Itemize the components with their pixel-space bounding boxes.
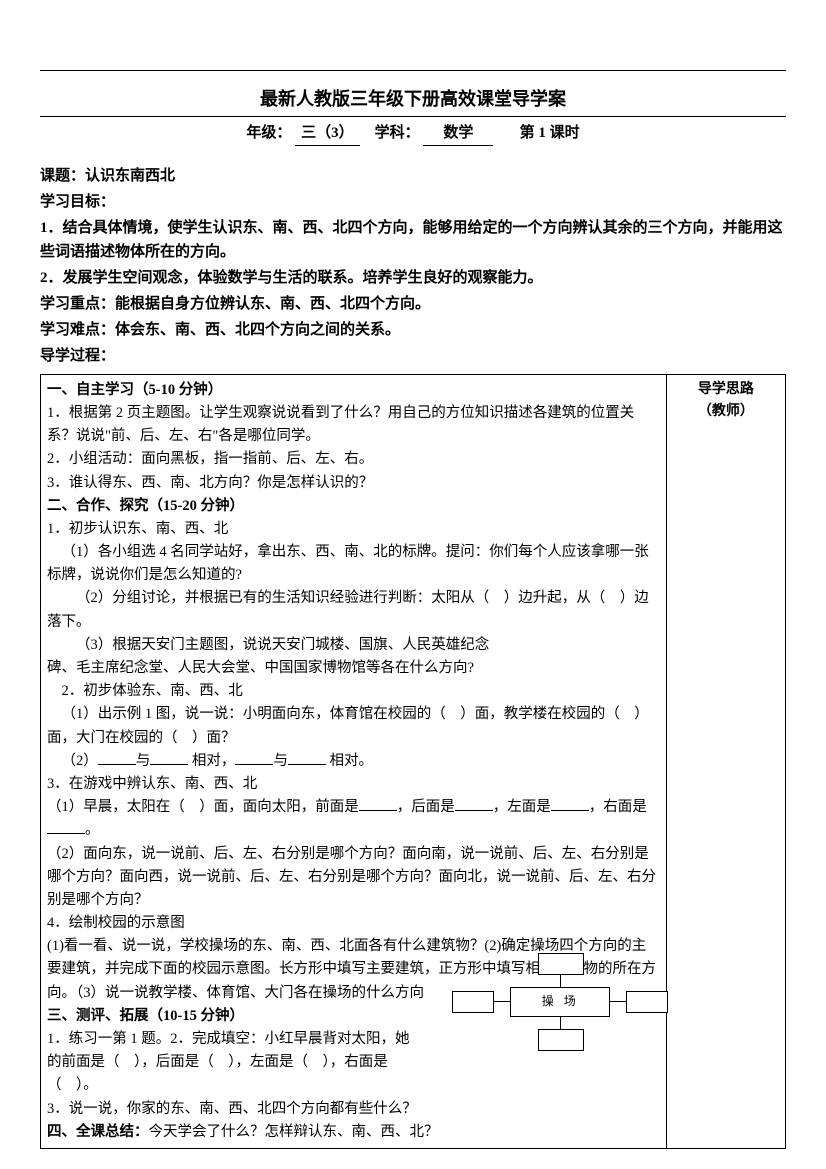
diagram-box-center: 操场 [510, 987, 610, 1017]
grade-value: 三（3） [295, 121, 360, 146]
s2-item-1: 1．初步认识东、南、西、北 [47, 518, 660, 541]
s2-item-3-1: （1）早晨，太阳在（ ）面，面向太阳，前面是 ，后面是 ，左面是 ，右面是。 [47, 796, 660, 842]
s2-2-2-a: （2） [62, 753, 98, 769]
s2-item-4: 4．绘制校园的示意图 [47, 912, 660, 935]
section-2-title: 二、合作、探究（15-20 分钟） [47, 498, 244, 514]
s2-2-2-b: 与 [136, 753, 151, 769]
goal-1: 1．结合具体情境，使学生认识东、南、西、北四个方向，能够用给定的一个方向辨认其余… [40, 216, 786, 264]
diagram-line [560, 975, 562, 987]
main-table: 一、自主学习（5-10 分钟） 1．根据第 2 页主题图。让学生观察说说看到了什… [40, 374, 786, 1149]
s2-item-1-3: （3）根据天安门主题图，说说天安门城楼、国旗、人民英雄纪念 [47, 634, 660, 657]
goal-2: 2．发展学生空间观念，体验数学与生活的联系。培养学生良好的观察能力。 [40, 266, 786, 290]
blank [359, 810, 397, 811]
content-cell: 一、自主学习（5-10 分钟） 1．根据第 2 页主题图。让学生观察说说看到了什… [41, 374, 667, 1148]
diagram: 操场 [430, 945, 660, 1065]
s3-item-3: 3．说一说，你家的东、南、西、北四个方向都有些什么？ [47, 1098, 660, 1121]
section-4-title: 四、全课总结： [47, 1124, 149, 1140]
difficulty-value: 体会东、南、西、北四个方向之间的关系。 [115, 322, 400, 338]
s2-3-1-c: ，左面是 [493, 799, 551, 815]
s4-text: 今天学会了什么？怎样辩认东、南、西、北？ [149, 1124, 439, 1140]
blank [288, 764, 326, 765]
s2-item-2-2: （2） 与 相对， 与 相对。 [47, 750, 660, 773]
s1-item-3: 3．谁认得东、西、南、北方向？你是怎样认识的？ [47, 472, 660, 495]
s1-item-2: 2．小组活动：面向黑板，指一指前、后、左、右。 [47, 448, 660, 471]
preamble: 课题：认识东南西北 学习目标： 1．结合具体情境，使学生认识东、南、西、北四个方… [40, 164, 786, 368]
subtitle-row: 年级： 三（3） 学科： 数学 第 1 课时 [40, 121, 786, 146]
diagram-box-top [538, 953, 584, 975]
s2-item-2: 2．初步体验东、南、西、北 [47, 680, 660, 703]
blank [150, 764, 188, 765]
diagram-line [560, 1017, 562, 1029]
diagram-line [494, 1001, 510, 1003]
section-3-title: 三、测评、拓展（10-15 分钟） [47, 1008, 244, 1024]
diagram-line [610, 1001, 626, 1003]
s2-item-3-2: （2）面向东，说一说前、后、左、右分别是哪个方向？面向南，说一说前、后、左、右分… [47, 843, 660, 913]
goals-label: 学习目标： [40, 190, 786, 214]
grade-label: 年级： [246, 125, 291, 141]
diagram-box-bottom [538, 1029, 584, 1051]
s2-item-1-2: （2）分组讨论，并根据已有的生活知识经验进行判断：太阳从（ ）边升起，从（ ）边 [47, 587, 660, 610]
subject-value: 数学 [423, 121, 493, 146]
notes-title: 导学思路 [673, 379, 779, 401]
s2-3-1-e: 。 [85, 822, 100, 838]
s2-3-1-d: ，右面是 [589, 799, 647, 815]
s2-item-2-1: （1）出示例 1 图，说一说：小明面向东，体育馆在校园的（ ）面，教学楼在校园的… [47, 703, 660, 749]
s1-item-1: 1．根据第 2 页主题图。让学生观察说说看到了什么？用自己的方位知识描述各建筑的… [47, 402, 660, 448]
process-label: 导学过程： [40, 344, 786, 368]
section-1-title: 一、自主学习（5-10 分钟） [47, 382, 222, 398]
s2-3-1-b: ，后面是 [397, 799, 455, 815]
diagram-box-left [452, 991, 494, 1013]
blank [551, 810, 589, 811]
notes-sub: （教师） [673, 401, 779, 423]
notes-cell: 导学思路 （教师） [666, 374, 785, 1148]
blank [455, 810, 493, 811]
keypoint-value: 能根据自身方位辨认东、南、西、北四个方向。 [115, 296, 430, 312]
subject-label: 学科： [375, 125, 420, 141]
topic-label: 课题： [40, 168, 85, 184]
section-4: 四、全课总结：今天学会了什么？怎样辩认东、南、西、北？ [47, 1121, 660, 1144]
blank [235, 764, 273, 765]
period-label: 第 1 课时 [520, 125, 580, 141]
diagram-box-right [626, 991, 668, 1013]
difficulty-label: 学习难点： [40, 322, 115, 338]
main-title: 最新人教版三年级下册高效课堂导学案 [40, 85, 786, 117]
blank [47, 833, 85, 834]
keypoint-label: 学习重点： [40, 296, 115, 312]
s2-2-2-c: 相对， [192, 753, 236, 769]
top-rule [40, 70, 786, 71]
s2-item-3: 3．在游戏中辨认东、南、西、北 [47, 773, 660, 796]
s2-item-1-1: （1）各小组选 4 名同学站好，拿出东、西、南、北的标牌。提问：你们每个人应该拿… [47, 541, 660, 587]
s2-item-1-2b: 落下。 [47, 611, 660, 634]
s2-2-2-d: 与 [273, 753, 288, 769]
blank [98, 764, 136, 765]
s2-3-1-a: （1）早晨，太阳在（ ）面，面向太阳，前面是 [47, 799, 359, 815]
topic-value: 认识东南西北 [85, 168, 175, 184]
s2-2-2-e: 相对。 [330, 753, 374, 769]
s2-item-1-3b: 碑、毛主席纪念堂、人民大会堂、中国国家博物馆等各在什么方向? [47, 657, 660, 680]
